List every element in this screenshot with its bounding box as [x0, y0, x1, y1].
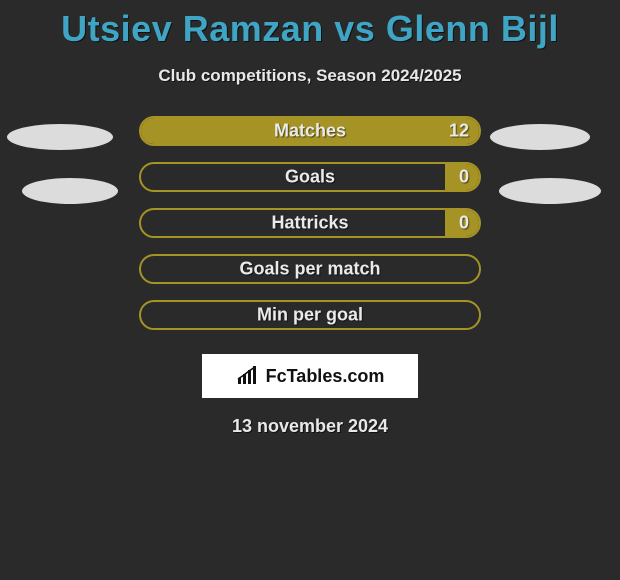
- fctables-badge[interactable]: FcTables.com: [202, 354, 418, 398]
- stat-bar-fill: [445, 210, 479, 236]
- stat-label: Goals per match: [141, 259, 479, 280]
- stat-bar-container: Min per goal: [139, 300, 481, 330]
- stat-row: Min per goal: [0, 300, 620, 330]
- stat-label: Goals: [141, 167, 479, 188]
- page-title: Utsiev Ramzan vs Glenn Bijl: [0, 0, 620, 50]
- bar-chart-icon: [236, 366, 260, 386]
- subtitle: Club competitions, Season 2024/2025: [0, 66, 620, 86]
- stat-bar-container: Matches12: [139, 116, 481, 146]
- stat-row: Goals per match: [0, 254, 620, 284]
- stat-label: Hattricks: [141, 213, 479, 234]
- stat-row: Hattricks0: [0, 208, 620, 238]
- side-ellipse: [490, 124, 590, 150]
- stat-bar-container: Goals per match: [139, 254, 481, 284]
- stat-bar-fill: [445, 164, 479, 190]
- side-ellipse: [7, 124, 113, 150]
- side-ellipse: [22, 178, 118, 204]
- stat-bar-fill: [141, 118, 479, 144]
- side-ellipse: [499, 178, 601, 204]
- badge-text: FcTables.com: [266, 366, 385, 387]
- date-text: 13 november 2024: [0, 416, 620, 437]
- stat-bar-container: Goals0: [139, 162, 481, 192]
- stat-bar-container: Hattricks0: [139, 208, 481, 238]
- stat-label: Min per goal: [141, 305, 479, 326]
